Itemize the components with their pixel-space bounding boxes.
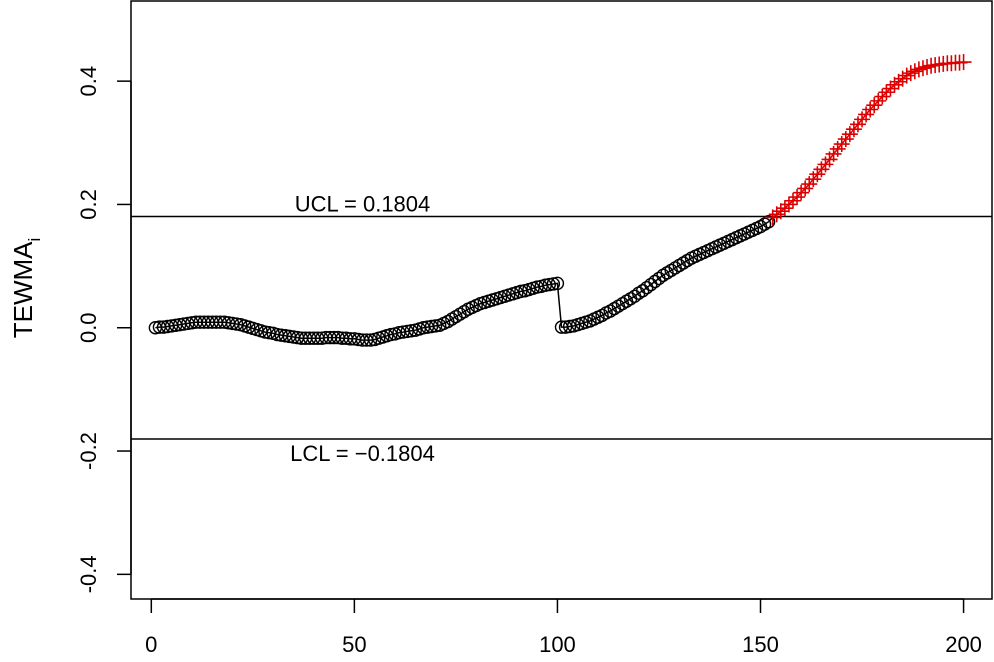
alarm-point: [862, 101, 879, 118]
data-point: [550, 276, 565, 291]
x-axis: 0 50 100 150 200: [145, 598, 982, 657]
alarm-point: [906, 63, 923, 80]
x-tick-label: 200: [945, 632, 982, 657]
x-tick-label: 0: [145, 632, 157, 657]
x-tick-label: 150: [742, 632, 779, 657]
y-tick-label: -0.2: [76, 432, 101, 470]
plot-frame: [130, 0, 993, 600]
control-limits: UCL = 0.1804 LCL = −0.1804: [131, 192, 992, 466]
alarm-point: [784, 192, 801, 209]
alarm-point: [886, 76, 903, 93]
y-axis-title: TEWMAi: [8, 238, 44, 339]
alarm-point: [955, 54, 972, 71]
y-axis-title-subscript: i: [25, 238, 44, 242]
data-point: [363, 333, 378, 347]
x-tick-label: 100: [539, 632, 576, 657]
alarm-point: [793, 184, 810, 201]
alarm-point: [898, 67, 915, 84]
alarm-point: [780, 196, 797, 213]
alarm-point: [768, 206, 785, 223]
alarm-point: [870, 92, 887, 109]
alarm-point: [797, 180, 814, 197]
data-point: [562, 319, 577, 334]
alarm-point: [910, 61, 927, 78]
alarm-point: [776, 200, 793, 217]
data-point: [514, 284, 528, 299]
series-line-layer: [155, 61, 964, 341]
series-1-line: [155, 221, 769, 341]
y-axis-title-main: TEWMA: [8, 241, 38, 338]
data-point: [404, 324, 418, 338]
alarm-point: [764, 209, 781, 226]
y-tick-label: 0.4: [76, 66, 101, 97]
lcl-label: LCL = −0.1804: [290, 441, 435, 466]
alarm-point: [874, 88, 891, 105]
alarm-point: [772, 203, 789, 220]
data-point: [424, 319, 439, 334]
data-point: [428, 319, 443, 333]
alarm-point: [789, 189, 806, 206]
alarm-point: [866, 97, 883, 114]
x-tick-label: 50: [342, 632, 366, 657]
y-tick-label: -0.4: [76, 555, 101, 593]
alarm-point: [882, 80, 899, 97]
alarm-point: [914, 60, 931, 77]
alarm-point: [894, 70, 911, 87]
data-point: [542, 277, 557, 292]
alarm-point: [890, 73, 907, 90]
alarm-point: [902, 65, 919, 82]
data-point: [546, 277, 561, 291]
alarm-point: [878, 84, 895, 101]
y-tick-label: 0.2: [76, 189, 101, 220]
data-point: [761, 215, 776, 229]
ucl-label: UCL = 0.1804: [295, 192, 431, 217]
alarm-point: [919, 58, 936, 75]
y-axis: -0.4 -0.2 0.0 0.2 0.4: [76, 66, 132, 593]
markers-layer: [148, 54, 972, 347]
y-tick-label: 0.0: [76, 312, 101, 343]
data-point: [229, 317, 244, 331]
